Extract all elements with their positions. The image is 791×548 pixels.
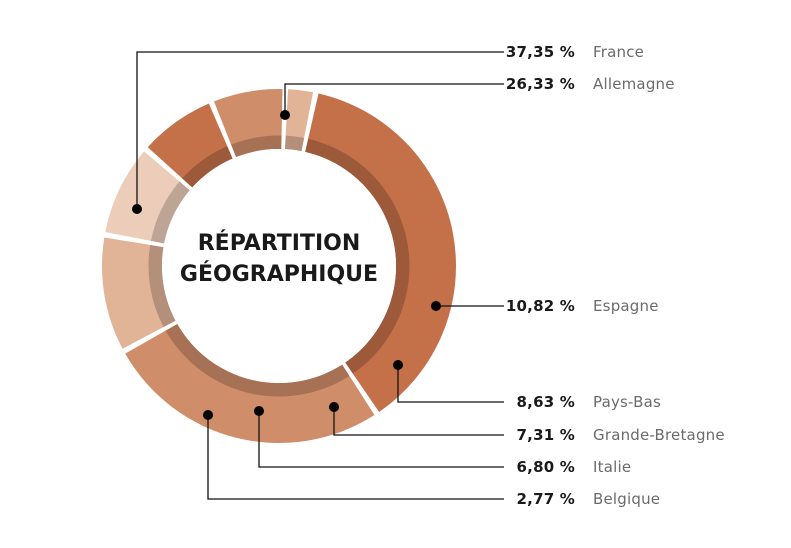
donut-hole [162,149,396,383]
leader-line-france [136,51,504,209]
slice-inner-grande-bretagne [182,146,233,188]
slice-inner-italie [231,135,282,158]
slice-inner-pays-bas [150,181,190,244]
chart-title-line-2: GÉOGRAPHIQUE [180,261,378,287]
leader-dot-pays-bas [393,360,403,370]
value-label-france: 37,35 % [506,43,575,61]
category-label-allemagne: Allemagne [593,75,675,93]
leader-dot-grande-bretagne [329,402,339,412]
leader-dot-italie [254,406,264,416]
slice-france [308,93,456,412]
slice-italie [213,89,283,146]
category-label-pays-bas: Pays-Bas [593,393,661,411]
leader-dot-allemagne [280,110,290,120]
category-label-espagne: Espagne [593,297,659,315]
slice-inner-france [305,138,410,374]
slice-pays-bas [105,151,180,242]
value-label-pays-bas: 8,63 % [517,393,575,411]
value-label-grande-bretagne: 7,31 % [517,426,575,444]
value-label-italie: 6,80 % [517,458,575,476]
leader-line-allemagne [284,83,504,115]
leader-lines [132,51,504,500]
slice-labels: 37,35 % France 26,33 % Allemagne 10,82 % Espa… [506,43,725,508]
slice-inner-allemagne [165,323,350,397]
category-label-belgique: Belgique [593,490,660,508]
value-label-allemagne: 26,33 % [506,75,575,93]
leader-line-italie [258,411,504,468]
category-label-france: France [593,43,644,61]
inner-ring [148,135,410,397]
chart-title-line-1: RÉPARTITION [198,230,361,256]
category-label-italie: Italie [593,458,631,476]
slice-grande-bretagne [147,103,228,179]
leader-dot-belgique [203,410,213,420]
slice-inner-espagne [148,244,176,328]
leader-line-pays-bas [397,365,504,403]
slice-inner-belgique [284,135,305,152]
value-label-espagne: 10,82 % [506,297,575,315]
leader-dot-france [132,204,142,214]
leader-line-belgique [207,415,504,500]
category-label-grande-bretagne: Grande-Bretagne [593,426,725,444]
leader-line-grande-bretagne [333,407,504,436]
leader-dot-espagne [431,301,441,311]
value-label-belgique: 2,77 % [517,490,575,508]
slice-belgique [285,89,314,139]
